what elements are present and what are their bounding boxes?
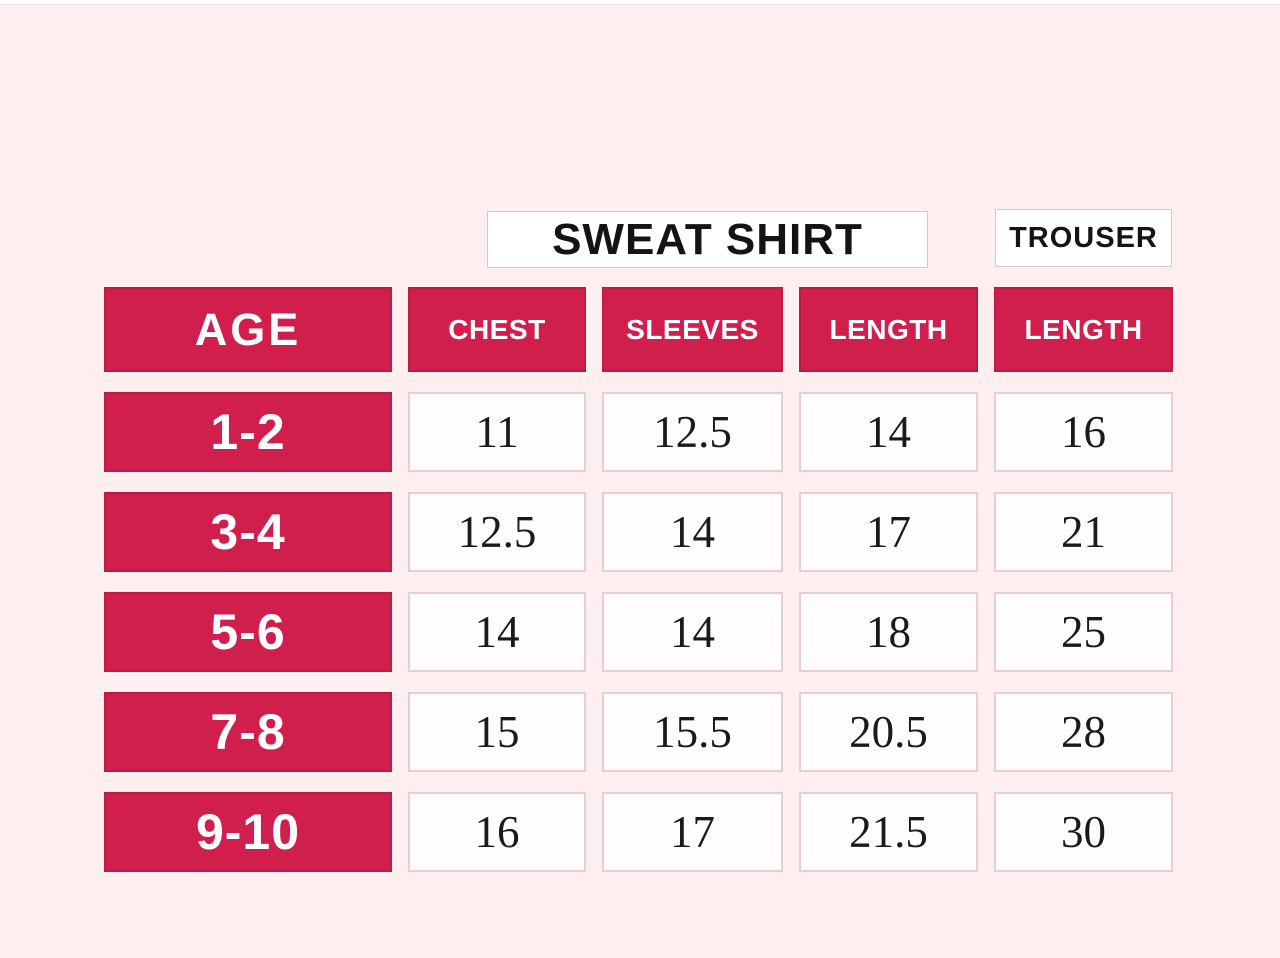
size-value-length: 18	[799, 592, 978, 672]
size-value-sleeves: 14	[602, 492, 783, 572]
size-value-chest: 15	[408, 692, 586, 772]
column-header-trouser-length: LENGTH	[994, 287, 1173, 372]
age-row-label: 9-10	[104, 792, 392, 872]
size-value-sleeves: 12.5	[602, 392, 783, 472]
size-value-sleeves: 15.5	[602, 692, 783, 772]
size-value-length: 17	[799, 492, 978, 572]
size-value-chest: 16	[408, 792, 586, 872]
size-value-trouser-length: 16	[994, 392, 1173, 472]
size-value-trouser-length: 30	[994, 792, 1173, 872]
size-value-sleeves: 17	[602, 792, 783, 872]
age-row-label: 3-4	[104, 492, 392, 572]
size-value-length: 21.5	[799, 792, 978, 872]
age-column-header: AGE	[104, 287, 392, 372]
age-row-label: 7-8	[104, 692, 392, 772]
size-value-chest: 14	[408, 592, 586, 672]
size-value-chest: 12.5	[408, 492, 586, 572]
size-value-sleeves: 14	[602, 592, 783, 672]
size-value-chest: 11	[408, 392, 586, 472]
column-header-chest: CHEST	[408, 287, 586, 372]
size-value-trouser-length: 28	[994, 692, 1173, 772]
column-header-length: LENGTH	[799, 287, 978, 372]
size-value-trouser-length: 25	[994, 592, 1173, 672]
size-value-length: 20.5	[799, 692, 978, 772]
sweatshirt-group-label: SWEAT SHIRT	[552, 214, 863, 264]
size-value-length: 14	[799, 392, 978, 472]
age-row-label: 5-6	[104, 592, 392, 672]
column-header-sleeves: SLEEVES	[602, 287, 783, 372]
trouser-group-label: TROUSER	[1009, 221, 1158, 254]
trouser-group-header: TROUSER	[995, 209, 1172, 267]
size-value-trouser-length: 21	[994, 492, 1173, 572]
top-border-strip	[0, 0, 1280, 5]
size-table: AGE CHEST SLEEVES LENGTH LENGTH 1-2 11 1…	[104, 287, 1173, 872]
age-row-label: 1-2	[104, 392, 392, 472]
sweatshirt-group-header: SWEAT SHIRT	[487, 211, 928, 268]
